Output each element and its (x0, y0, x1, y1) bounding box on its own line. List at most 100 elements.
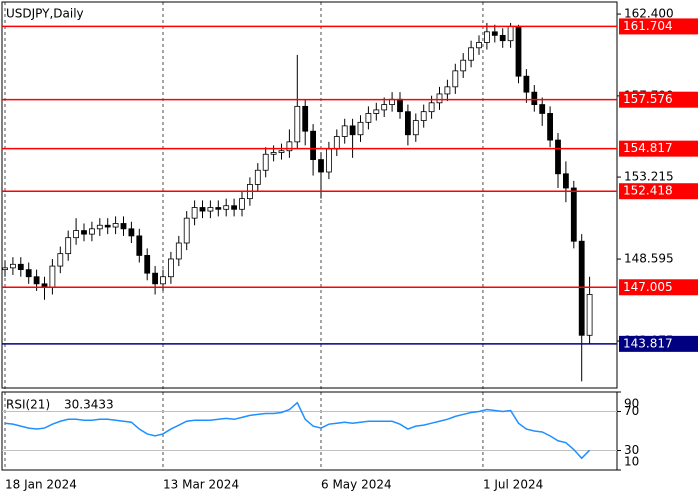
level-label-bg (619, 91, 698, 108)
candle-body (381, 104, 388, 111)
candle-body (531, 91, 538, 105)
candle-body (365, 113, 372, 123)
level-label: 154.817 (623, 141, 673, 155)
candle-body (239, 198, 245, 210)
chart-title: USDJPY,Daily (6, 7, 84, 21)
y-tick-label: 148.595 (624, 252, 674, 266)
candle-body (270, 152, 277, 155)
y-tick-label: 30 (624, 443, 639, 457)
candle-body (499, 34, 506, 42)
candle-body (254, 169, 261, 185)
candle-body (420, 111, 427, 121)
candle-body (491, 31, 498, 36)
candle-body (25, 269, 32, 278)
candle-body (476, 42, 482, 49)
candle-body (444, 86, 451, 95)
candle-body (136, 235, 143, 256)
rsi-panel (1, 391, 618, 471)
candle-body (515, 26, 522, 77)
candle-body (183, 217, 190, 244)
candle-body (563, 173, 569, 189)
candle-body (144, 255, 151, 274)
candle-body (160, 276, 166, 285)
candle-body (112, 223, 119, 228)
candle-body (452, 70, 459, 88)
x-tick-label: 1 Jul 2024 (483, 478, 543, 492)
price-panel (1, 1, 618, 389)
candle-body (302, 105, 309, 132)
candle-body (286, 141, 293, 152)
candle-body (357, 121, 364, 136)
candle-body (128, 228, 135, 237)
candle-body (483, 31, 490, 43)
y-tick-label: 10 (624, 455, 639, 469)
y-tick-label: 162.400 (624, 7, 674, 21)
candle-body (397, 98, 403, 113)
candle-body (49, 265, 56, 288)
candle-body (404, 111, 411, 136)
candle-body (120, 223, 127, 230)
candle-body (57, 253, 64, 267)
candle-body (578, 240, 585, 336)
y-tick-label: 153.215 (624, 170, 674, 184)
rsi-value: 30.3433 (64, 398, 114, 412)
candle-body (96, 224, 103, 230)
rsi-name: RSI(21) (6, 398, 50, 412)
level-label-bg (619, 18, 698, 35)
candle-body (547, 113, 553, 141)
y-tick-label: 70 (624, 404, 639, 418)
candle-body (310, 130, 317, 160)
candle-body (89, 228, 95, 235)
candle-body (468, 47, 475, 61)
candle-body (215, 207, 222, 210)
candle-body (325, 148, 332, 173)
candle-body (507, 26, 514, 42)
candle-body (428, 102, 435, 113)
x-tick-label: 6 May 2024 (321, 478, 392, 492)
candle-body (104, 224, 111, 228)
candle-body (223, 205, 230, 210)
rsi-line (4, 401, 591, 460)
level-label: 147.005 (623, 280, 673, 294)
candle-body (318, 159, 324, 173)
candle-body (191, 207, 198, 219)
candle-body (167, 258, 174, 278)
level-label: 161.704 (623, 19, 673, 33)
y-tick-label: 90 (624, 397, 639, 411)
x-tick-label: 18 Jan 2024 (5, 478, 77, 492)
level-label: 143.817 (623, 336, 673, 350)
candle-body (33, 276, 40, 285)
candle-body (555, 139, 561, 175)
candle-body (412, 120, 419, 136)
level-label-bg (619, 279, 698, 296)
candle-body (207, 207, 214, 212)
level-label-bg (619, 335, 698, 352)
candle-body (586, 294, 593, 336)
candle-body (262, 153, 269, 171)
candle-body (199, 207, 206, 212)
candle-body (349, 125, 356, 136)
candle-body (341, 125, 348, 137)
candle-body (570, 187, 577, 242)
candle-body (175, 242, 182, 260)
level-label: 157.576 (623, 92, 673, 106)
candle-body (460, 59, 467, 72)
candle-body (373, 109, 380, 114)
candle-body (73, 230, 79, 239)
level-label: 152.418 (623, 184, 673, 198)
candle-body (333, 136, 340, 150)
candle-body (231, 205, 238, 210)
candle-body (81, 230, 87, 235)
candle-body (523, 75, 530, 93)
candle-body (294, 105, 301, 143)
candle-body (278, 150, 285, 153)
candle-body (539, 104, 546, 114)
candle-body (436, 93, 443, 104)
candle-body (17, 263, 24, 271)
candle-body (152, 272, 159, 285)
x-tick-label: 13 Mar 2024 (163, 478, 239, 492)
candle-body (65, 237, 72, 255)
candle-body (9, 263, 16, 269)
